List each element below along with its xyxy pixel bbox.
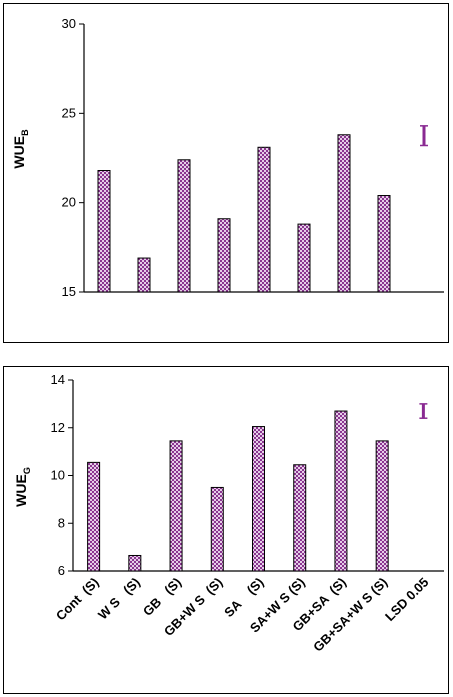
y-tick-label: 10	[51, 468, 65, 483]
bar-6	[297, 223, 311, 293]
y-tick-label: 15	[62, 284, 76, 299]
y-axis-label: WUEB	[11, 129, 30, 169]
y-axis-label: WUEG	[13, 467, 32, 507]
bottom-chart-panel: 6 8 10 12 14 WUEG Cont (S) W S (S) GB (S) GB+W S …	[3, 366, 449, 694]
bar-8	[377, 195, 391, 293]
x-category-label: LSD 0.05	[382, 575, 431, 624]
bar-1	[87, 461, 101, 572]
bar-2	[137, 257, 151, 293]
bar-5	[257, 146, 271, 293]
x-category-label: Cont (S)	[53, 575, 102, 624]
top-chart-panel: 15 20 25 30 WUEB	[3, 3, 449, 343]
bar-5	[252, 426, 265, 572]
x-category-label: GB+SA+W S (S)	[310, 575, 390, 655]
y-tick-label: 14	[51, 372, 65, 387]
y-tick-label: 12	[51, 420, 65, 435]
bar-7	[334, 410, 348, 572]
bar-6	[293, 464, 307, 572]
y-axis-label-sub: B	[20, 129, 30, 136]
y-tick-label: 20	[62, 195, 76, 210]
y-tick-label: 25	[62, 105, 76, 120]
y-axis-label-main: WUE	[11, 136, 27, 169]
bar-3	[177, 159, 191, 293]
bar-8	[375, 440, 389, 572]
bar-4	[217, 218, 231, 293]
top-chart: 15 20 25 30 WUEB	[11, 16, 444, 299]
y-axis-label-main: WUE	[13, 474, 29, 507]
bar-1	[97, 170, 111, 293]
bar-2	[128, 554, 142, 572]
bar-3	[169, 440, 183, 572]
y-tick-label: 6	[58, 563, 65, 578]
y-tick-label: 30	[62, 16, 76, 31]
bar-7	[337, 134, 351, 293]
bar-4	[210, 486, 224, 572]
y-tick-label: 8	[58, 515, 65, 530]
y-axis-label-sub: G	[22, 467, 32, 474]
x-category-label: W S (S)	[95, 575, 143, 623]
